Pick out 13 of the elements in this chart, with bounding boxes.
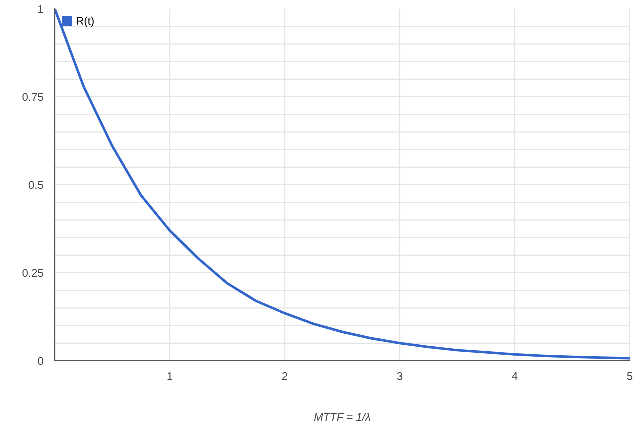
x-tick-label: 5 — [627, 372, 633, 380]
y-tick-label: 0.75 — [22, 93, 44, 102]
x-tick-label: 4 — [512, 372, 518, 380]
legend-label: R(t) — [77, 16, 94, 28]
line-series — [55, 9, 630, 360]
x-tick-label: 3 — [397, 372, 403, 380]
x-axis-title: MTTF = 1/λ — [314, 413, 370, 422]
x-tick-label: 1 — [168, 372, 173, 380]
y-tick-label: 0.25 — [22, 269, 44, 278]
y-tick-label: 1 — [38, 5, 44, 14]
y-tick-label: 0.5 — [28, 181, 44, 190]
y-tick-label: 0 — [38, 357, 44, 366]
x-tick-label: 2 — [282, 372, 288, 380]
